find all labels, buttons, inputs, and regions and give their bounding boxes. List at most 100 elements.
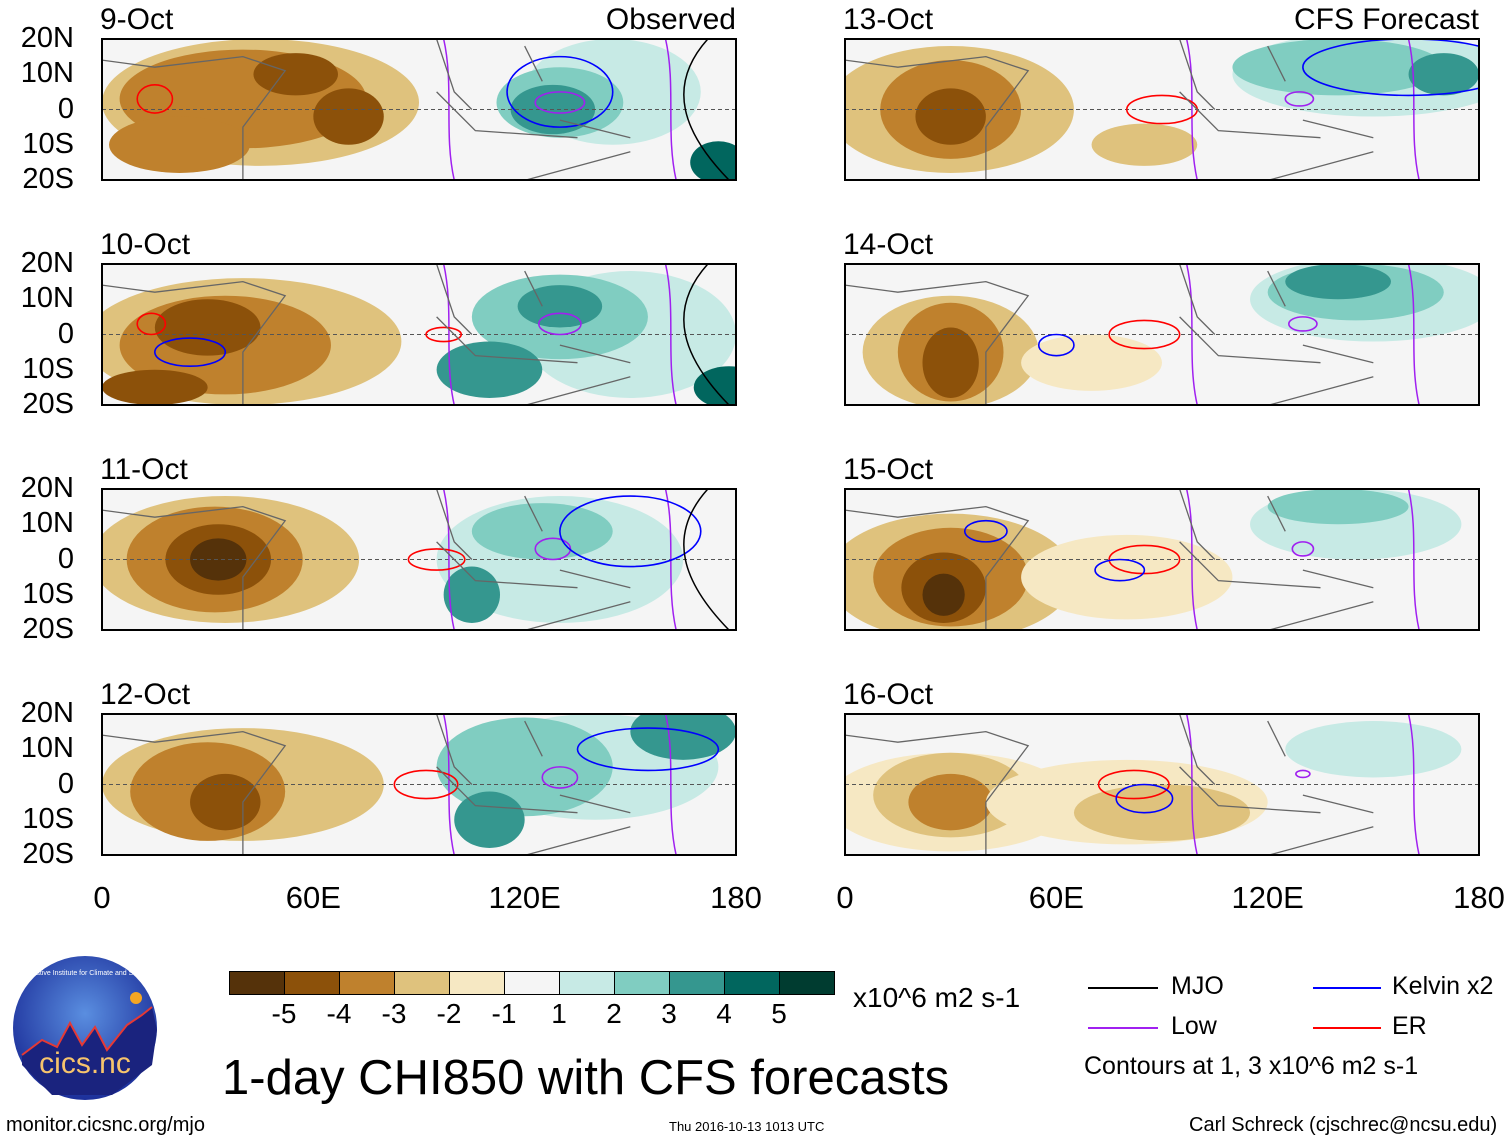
lat-label: 10S xyxy=(22,127,74,160)
colorbar-label: 1 xyxy=(551,998,567,1029)
colorbar-label: 3 xyxy=(661,998,677,1029)
panel-date: 9-Oct xyxy=(100,3,174,36)
panel-header: Observed xyxy=(605,3,736,36)
wave-contour xyxy=(559,495,702,568)
lon-label: 120E xyxy=(488,880,561,915)
lat-label: 10S xyxy=(22,577,74,610)
anomaly-area xyxy=(443,566,501,623)
legend-line-er xyxy=(1313,1027,1381,1029)
lat-label: 20S xyxy=(22,163,74,195)
wave-contour xyxy=(1108,319,1181,350)
anomaly-area xyxy=(190,538,247,581)
lat-label: 20S xyxy=(22,388,74,420)
wave-contour xyxy=(1284,91,1315,107)
low-contour xyxy=(1185,264,1198,405)
low-contour xyxy=(1185,39,1198,180)
map-panel xyxy=(844,488,1480,631)
wave-contour xyxy=(393,769,459,800)
colorbar-label: -5 xyxy=(271,998,297,1029)
low-contour xyxy=(1407,39,1420,180)
low-contour xyxy=(442,714,455,855)
logo-ring-text: Cooperative Institute for Climate and Sa… xyxy=(13,970,157,977)
colorbar-units: x10^6 m2 s-1 xyxy=(853,982,1021,1013)
anomaly-area xyxy=(690,141,736,180)
panel-frame xyxy=(101,263,737,406)
lon-label: 0 xyxy=(93,880,111,915)
coastline xyxy=(845,489,1374,630)
legend-label-kelvin: Kelvin x2 xyxy=(1392,972,1494,1000)
wave-contour xyxy=(537,312,582,336)
wave-contour xyxy=(1097,769,1170,800)
figure-title: 1-day CHI850 with CFS forecasts xyxy=(222,1051,950,1105)
low-contour xyxy=(442,39,455,180)
panel-header: CFS Forecast xyxy=(1293,3,1479,36)
colorbar-swatch xyxy=(339,971,395,995)
colorbar-swatch xyxy=(669,971,725,995)
colorbar-swatch xyxy=(724,971,780,995)
coastline xyxy=(845,39,1374,180)
anomaly-area xyxy=(1091,123,1198,166)
lat-label: 0 xyxy=(57,92,74,125)
low-contour xyxy=(664,714,677,855)
footer-timestamp: Thu 2016-10-13 1013 UTC xyxy=(669,1119,825,1134)
lat-label: 20S xyxy=(22,613,74,645)
wave-contour xyxy=(425,326,463,343)
panel-frame xyxy=(101,38,737,181)
panel-date: 14-Oct xyxy=(843,228,934,261)
colorbar-label: -4 xyxy=(326,998,352,1029)
coastline xyxy=(102,264,631,405)
mjo-contour xyxy=(683,264,730,405)
lat-label: 10S xyxy=(22,802,74,835)
wave-contour xyxy=(1037,333,1075,357)
panel-date: 11-Oct xyxy=(100,453,188,486)
low-contour xyxy=(442,264,455,405)
wave-contour xyxy=(576,727,720,772)
low-contour xyxy=(1407,489,1420,630)
lat-label: 10N xyxy=(20,57,74,90)
colorbar-swatch xyxy=(779,971,835,995)
wave-contour xyxy=(1295,769,1311,779)
anomaly-area xyxy=(922,573,965,616)
anomaly-area xyxy=(1232,39,1444,96)
colorbar-swatch xyxy=(394,971,450,995)
wave-contour xyxy=(534,91,586,114)
wave-contour xyxy=(1302,39,1479,97)
colorbar-label: 4 xyxy=(716,998,732,1029)
anomaly-area xyxy=(253,53,338,96)
low-contour xyxy=(1185,489,1198,630)
coastline xyxy=(845,264,1374,405)
footer-url[interactable]: monitor.cicsnc.org/mjo xyxy=(6,1114,205,1136)
anomaly-area xyxy=(1021,334,1162,391)
lat-label: 20N xyxy=(20,697,74,729)
map-panel xyxy=(101,38,737,181)
wave-contour xyxy=(1115,783,1174,814)
low-contour xyxy=(1407,264,1420,405)
low-contour xyxy=(1407,714,1420,855)
anomaly-area xyxy=(517,285,603,328)
legend-label-er: ER xyxy=(1392,1012,1427,1040)
panel-frame xyxy=(101,713,737,856)
coastline xyxy=(102,39,631,180)
anomaly-area xyxy=(630,714,736,760)
wave-contour xyxy=(1094,558,1146,582)
anomaly-area xyxy=(1267,489,1409,525)
panel-frame xyxy=(844,488,1480,631)
map-panel xyxy=(101,713,737,856)
anomaly-area xyxy=(436,717,613,817)
mjo-contour xyxy=(683,489,730,630)
wave-contour xyxy=(963,519,1008,543)
colorbar-label: -3 xyxy=(381,998,407,1029)
lon-label: 60E xyxy=(285,880,341,915)
low-contour xyxy=(664,264,677,405)
coastline xyxy=(102,714,631,855)
legend-line-kelvin xyxy=(1313,987,1381,989)
panel-frame xyxy=(101,488,737,631)
logo-text: cics.nc xyxy=(39,1047,131,1080)
colorbar-swatch xyxy=(229,971,285,995)
cics-logo: cics.nc Cooperative Institute for Climat… xyxy=(13,956,157,1100)
footer-credit: Carl Schreck (cjschrec@ncsu.edu) xyxy=(1189,1114,1498,1136)
map-panel xyxy=(844,713,1480,856)
anomaly-area xyxy=(908,773,993,831)
anomaly-area xyxy=(154,299,261,356)
wave-contour xyxy=(407,548,466,571)
